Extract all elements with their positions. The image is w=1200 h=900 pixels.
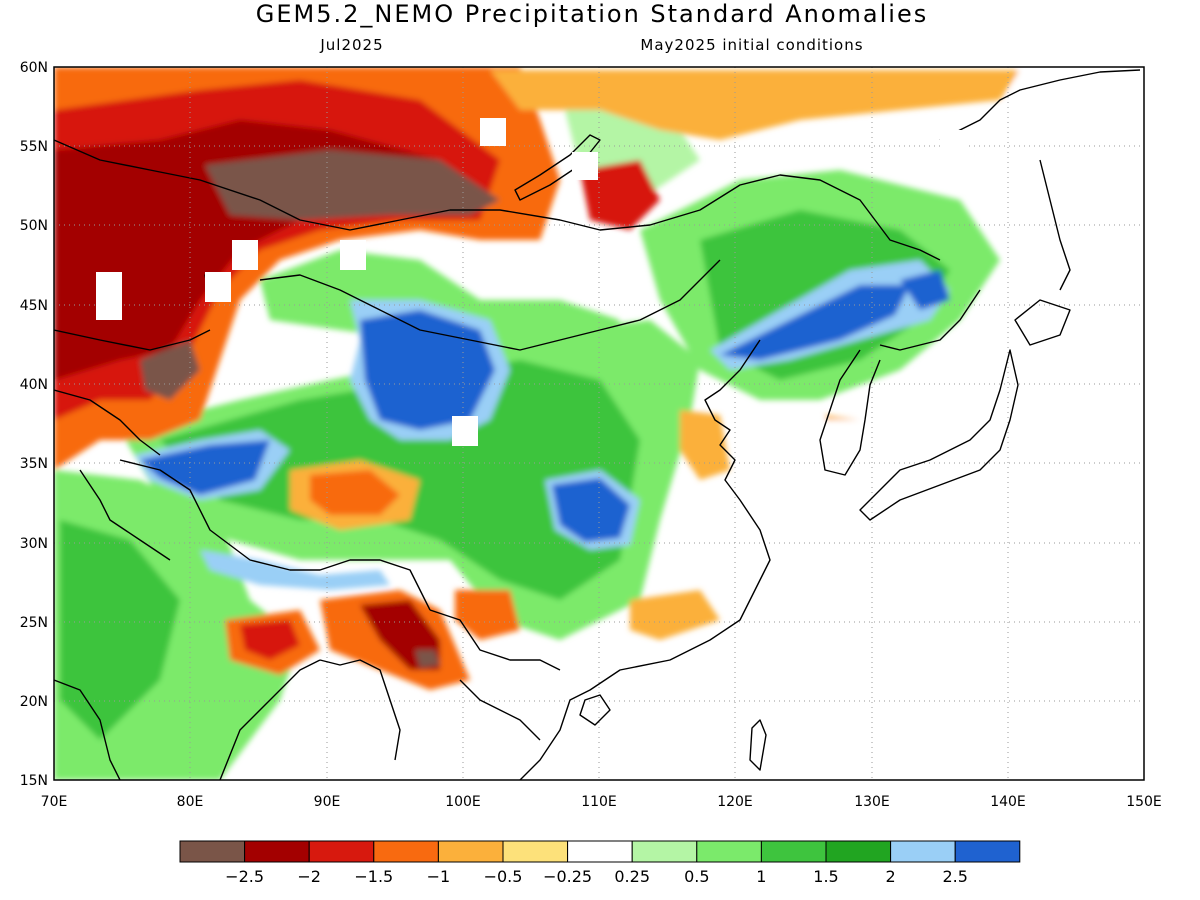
lon-label-120e: 120E (717, 794, 753, 810)
map-gridlines (54, 67, 1144, 780)
colorbar-tick-label: 0.25 (614, 867, 650, 886)
lat-label-15n: 15N (20, 773, 48, 789)
colorbar-swatch (631, 840, 698, 863)
colorbar-swatch (244, 840, 310, 863)
colorbar-swatch (825, 840, 892, 863)
colorbar-swatch (890, 840, 956, 863)
lon-label-140e: 140E (990, 794, 1026, 810)
latitude-axis-labels: 60N 55N 50N 45N 40N 35N 30N 25N 20N 15N (20, 60, 48, 789)
lon-label-90e: 90E (314, 794, 341, 810)
lat-label-35n: 35N (20, 456, 48, 472)
colorbar-tick-label: −1 (427, 867, 451, 886)
colorbar-swatch (373, 840, 439, 863)
valid-month-label: Jul2025 (319, 36, 383, 54)
lon-label-150e: 150E (1126, 794, 1162, 810)
colorbar-tick-label: 2.5 (942, 867, 967, 886)
lon-label-70e: 70E (41, 794, 68, 810)
colorbar-swatch (760, 840, 827, 863)
colorbar-swatch (308, 840, 375, 863)
lat-label-30n: 30N (20, 536, 48, 552)
lat-label-20n: 20N (20, 694, 48, 710)
colorbar: −2.5 −2 −1.5 −1 −0.5 −0.25 0.25 0.5 1 1.5 2 2.5 (179, 840, 1021, 886)
colorbar-tick-label: −2 (297, 867, 321, 886)
lat-label-25n: 25N (20, 615, 48, 631)
colorbar-tick-label: 1 (756, 867, 766, 886)
colorbar-tick-label: −2.5 (225, 867, 264, 886)
initial-conditions-label: May2025 initial conditions (640, 36, 863, 54)
colorbar-swatch (437, 840, 504, 863)
lon-label-100e: 100E (445, 794, 481, 810)
coastlines-borders (54, 69, 1141, 780)
lon-label-110e: 110E (581, 794, 617, 810)
longitude-axis-labels: 70E 80E 90E 100E 110E 120E 130E 140E 150… (41, 794, 1162, 810)
colorbar-tick-label: −0.5 (484, 867, 523, 886)
lon-label-80e: 80E (177, 794, 204, 810)
colorbar-tick-label: 2 (886, 867, 896, 886)
lat-label-60n: 60N (20, 60, 48, 76)
colorbar-swatch (696, 840, 762, 863)
lat-label-50n: 50N (20, 218, 48, 234)
figure-title: GEM5.2_NEMO Precipitation Standard Anoma… (256, 0, 928, 28)
colorbar-tick-label: 0.5 (684, 867, 709, 886)
lat-label-45n: 45N (20, 298, 48, 314)
lat-label-40n: 40N (20, 377, 48, 393)
colorbar-tick-label: 1.5 (813, 867, 838, 886)
lat-label-55n: 55N (20, 139, 48, 155)
map-panel (54, 67, 1144, 780)
colorbar-tick-label: −0.25 (543, 867, 592, 886)
lon-label-130e: 130E (854, 794, 890, 810)
missing-data-cells (96, 118, 984, 446)
colorbar-swatch (502, 840, 569, 863)
map-frame (53, 66, 1145, 781)
colorbar-swatch (179, 840, 246, 863)
colorbar-swatch (954, 840, 1021, 863)
anomaly-field (54, 67, 1144, 780)
colorbar-swatch (567, 840, 633, 863)
colorbar-tick-label: −1.5 (354, 867, 393, 886)
